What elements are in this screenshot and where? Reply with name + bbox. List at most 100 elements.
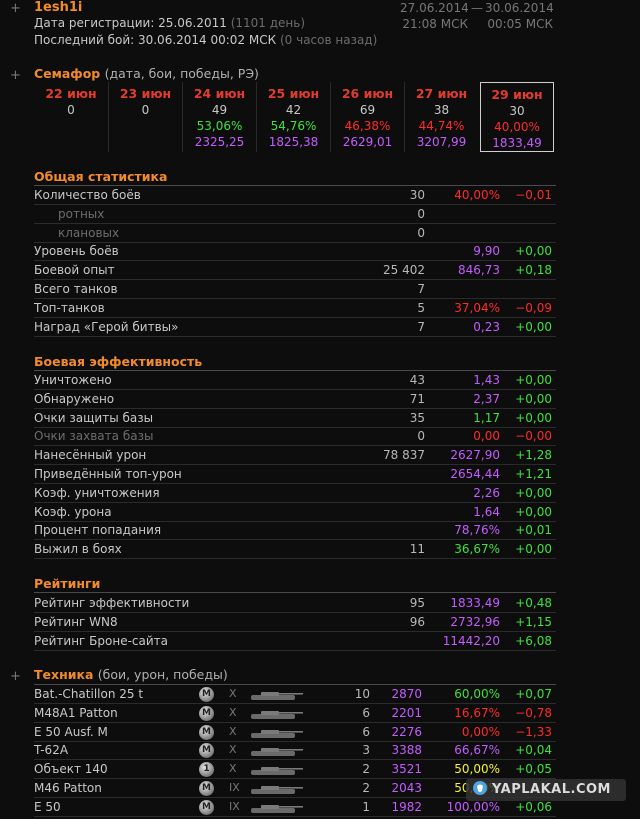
period-start-date: 27.06.2014 (400, 1, 469, 15)
tank-damage: 2870 (391, 687, 422, 701)
stat-row: ротных 0 (34, 205, 556, 224)
tank-name[interactable]: Объект 140 (34, 762, 108, 777)
semafor-date: 29 июн (491, 87, 543, 102)
stat-label: Рейтинг WN8 (34, 614, 118, 629)
general-stats-divider (34, 185, 556, 186)
stat-label: Уничтожено (34, 373, 112, 387)
tank-damage: 2201 (391, 705, 422, 720)
mastery-badge-icon: M (199, 781, 214, 796)
stat-average: 2,37 (473, 391, 500, 406)
tanks-title: Техника (бои, урон, победы) (34, 667, 228, 682)
stat-row: Приведённый топ-урон 2654,44 +1,21 (34, 465, 556, 484)
semafor-title-text: Семафор (34, 66, 101, 81)
semafor-battles: 30 (509, 104, 525, 118)
tank-name[interactable]: M46 Patton (34, 781, 102, 795)
stat-value: 0 (417, 225, 425, 240)
stat-row: Боевой опыт 25 402 846,73 +0,18 (34, 261, 556, 281)
tank-name[interactable]: M48A1 Patton (34, 705, 118, 720)
tank-battles: 3 (362, 743, 370, 758)
tank-damage: 2043 (391, 781, 422, 795)
stat-row: Нанесённый урон 78 837 2627,90 +1,28 (34, 446, 556, 466)
tank-damage: 1982 (391, 799, 422, 814)
player-name[interactable]: 1esh1i (34, 0, 83, 15)
stat-value: 25 402 (383, 263, 425, 278)
tank-name[interactable]: E 50 (34, 799, 61, 814)
semafor-efficiency: 1825,38 (268, 135, 319, 149)
stat-average: 0,00 (473, 429, 500, 444)
semafor-winrate: 46,38% (344, 119, 391, 133)
semafor-efficiency: 2629,01 (342, 135, 393, 149)
semafor-day-1[interactable]: 23 июн 0 (108, 82, 182, 152)
tank-silhouette-icon (251, 767, 303, 776)
tank-name[interactable]: Bat.-Chatillon 25 t (34, 687, 144, 701)
tanks-toggle-icon[interactable]: + (10, 669, 21, 684)
tank-silhouette-icon (251, 729, 303, 738)
stat-label: Коэф. урона (34, 504, 112, 519)
tank-row[interactable]: E 50 M IX 1 1982 100,00% +0,06 (34, 798, 556, 817)
semafor-subtitle: (дата, бои, победы, РЭ) (104, 66, 259, 81)
mastery-badge-icon: 1 (199, 762, 214, 778)
stat-average: 1,17 (473, 410, 500, 425)
stat-label: Обнаружено (34, 391, 115, 406)
semafor-day-0[interactable]: 22 июн 0 (34, 82, 108, 152)
stat-value: 5 (417, 300, 425, 315)
tank-row[interactable]: M48A1 Patton M X 6 2201 16,67% −0,78 (34, 704, 556, 723)
semafor-day-4[interactable]: 26 июн 69 46,38% 2629,01 (330, 82, 404, 152)
tank-tier: X (229, 743, 237, 757)
semafor-toggle-icon[interactable]: + (10, 68, 21, 83)
stat-label: Коэф. уничтожения (34, 485, 160, 500)
tank-battles: 6 (362, 705, 370, 720)
stat-delta: +0,00 (515, 244, 552, 259)
stat-value: 95 (409, 596, 425, 610)
mastery-badge-icon: M (199, 705, 214, 721)
registration-days: (1101 день) (230, 16, 306, 30)
tank-row[interactable]: T-62A M X 3 3388 66,67% +0,04 (34, 741, 556, 761)
stat-value: 71 (409, 391, 425, 406)
tank-name[interactable]: T-62A (34, 743, 69, 758)
semafor-day-5[interactable]: 27 июн 38 44,74% 3207,99 (404, 82, 478, 152)
stat-delta: −0,09 (515, 300, 552, 315)
tank-battles: 2 (362, 762, 370, 777)
watermark-text: YAPLAKAL.COM (492, 782, 611, 797)
semafor-title: Семафор (дата, бои, победы, РЭ) (34, 66, 259, 81)
last-battle-label: Последний бой: 30.06.2014 00:02 МСК (34, 33, 277, 47)
stat-label: Боевой опыт (34, 263, 115, 278)
tank-name[interactable]: E 50 Ausf. M (34, 724, 108, 739)
tank-winrate: 50,00% (454, 762, 500, 777)
expand-toggle-icon[interactable]: + (10, 1, 21, 16)
tank-winrate: 66,67% (454, 743, 500, 758)
tank-row[interactable]: E 50 Ausf. M M X 6 2276 0,00% −1,33 (34, 723, 556, 742)
semafor-battles: 42 (285, 103, 302, 117)
tank-tier: X (229, 687, 237, 700)
tank-battles: 2 (362, 781, 370, 795)
semafor-day-2[interactable]: 24 июн 49 53,06% 2325,25 (182, 82, 256, 152)
tank-battles: 10 (354, 687, 370, 701)
tank-delta: +0,07 (515, 687, 552, 701)
stat-row: Процент попадания 78,76% +0,01 (34, 521, 556, 541)
stat-label: Рейтинг эффективности (34, 596, 190, 610)
tanks-subtitle: (бои, урон, победы) (97, 667, 228, 682)
stat-average: 1,43 (473, 373, 500, 387)
ratings-title: Рейтинги (34, 576, 101, 591)
stat-delta: +0,00 (515, 485, 552, 500)
stat-value: 7 (417, 282, 425, 296)
stat-label: Количество боёв (34, 188, 141, 202)
semafor-battles: 38 (433, 103, 450, 117)
watermark-logo-icon (473, 781, 487, 795)
period-end-time: 00:05 МСК (487, 17, 553, 31)
stat-delta: +0,00 (515, 410, 552, 425)
stat-label: Процент попадания (34, 523, 162, 538)
stat-label: Очки захвата базы (34, 429, 154, 444)
tank-row[interactable]: Bat.-Chatillon 25 t M X 10 2870 60,00% +0,07 (34, 685, 556, 704)
stat-average: 1833,49 (450, 596, 500, 610)
semafor-day-6[interactable]: 29 июн 30 40,00% 1833,49 (480, 82, 554, 152)
tank-row[interactable]: Объект 140 1 X 2 3521 50,00% +0,05 (34, 760, 556, 780)
tank-silhouette-icon (251, 692, 303, 700)
stat-delta: +1,21 (515, 467, 552, 481)
tank-delta: −0,78 (515, 705, 552, 720)
semafor-day-3[interactable]: 25 июн 42 54,76% 1825,38 (256, 82, 330, 152)
stat-label: Уровень боёв (34, 244, 119, 259)
stat-label: Очки защиты базы (34, 410, 154, 425)
tank-tier: X (229, 762, 237, 776)
stat-row: Рейтинг WN8 96 2732,96 +1,15 (34, 613, 556, 632)
